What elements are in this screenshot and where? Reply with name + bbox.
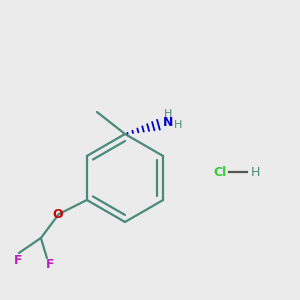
- Text: N: N: [163, 116, 173, 130]
- Text: F: F: [46, 259, 54, 272]
- Text: H: H: [174, 120, 182, 130]
- Text: O: O: [52, 208, 63, 221]
- Text: F: F: [14, 254, 22, 266]
- Text: H: H: [251, 166, 260, 178]
- Text: Cl: Cl: [213, 166, 226, 178]
- Text: H: H: [164, 109, 172, 119]
